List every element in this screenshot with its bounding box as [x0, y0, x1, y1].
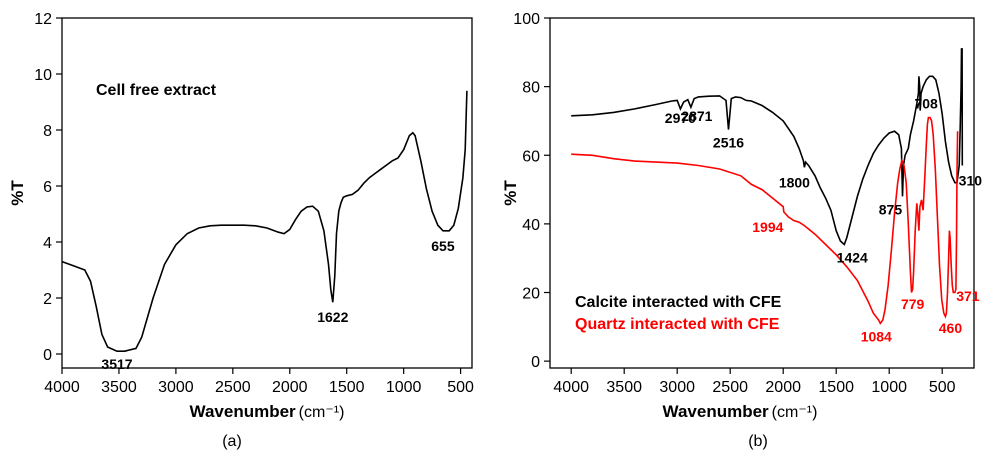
peak-label: 1800	[779, 174, 810, 190]
panel-b-x-axis-label: Wavenumber (cm⁻¹)	[663, 402, 818, 421]
y-tick-label: 8	[43, 123, 52, 140]
x-tick-label: 1500	[818, 379, 854, 396]
x-tick-label: 2500	[215, 379, 251, 396]
x-tick-label: 1000	[871, 379, 907, 396]
peak-label: 371	[956, 288, 980, 304]
y-tick-label: 60	[522, 148, 540, 165]
panel-a-y-axis-label: %T	[8, 180, 27, 206]
peak-label: 1084	[861, 328, 892, 344]
y-tick-label: 80	[522, 80, 540, 97]
panel-b-label: (b)	[748, 433, 768, 450]
y-tick-label: 2	[43, 291, 52, 308]
panel-b-legend-quartz: Quartz interacted with CFE	[575, 316, 780, 333]
peak-label: 460	[939, 320, 963, 336]
peak-label: 2871	[681, 108, 712, 124]
x-tick-label: 2500	[712, 379, 748, 396]
panel-a-legend-text: Cell free extract	[96, 82, 217, 99]
panel-a-label: (a)	[222, 433, 242, 450]
y-tick-label: 0	[531, 354, 540, 371]
y-tick-label: 0	[43, 347, 52, 364]
x-tick-label: 2000	[765, 379, 801, 396]
x-tick-label: 4000	[553, 379, 589, 396]
panel-b-y-axis-label: %T	[501, 180, 520, 206]
x-tick-label: 500	[929, 379, 956, 396]
x-tick-label: 1500	[329, 379, 365, 396]
panel-a-plot-frame	[61, 17, 473, 369]
peak-label: 1424	[837, 249, 868, 265]
y-tick-label: 12	[34, 11, 52, 28]
x-tick-label: 4000	[44, 379, 80, 396]
panel-b-legend-calcite: Calcite interacted with CFE	[575, 294, 782, 311]
x-tick-label: 3500	[101, 379, 137, 396]
panel-b-calcite-line	[571, 48, 964, 246]
x-tick-label: 500	[447, 379, 474, 396]
y-tick-label: 40	[522, 217, 540, 234]
peak-label: 779	[901, 296, 925, 312]
x-tick-label: 3000	[659, 379, 695, 396]
peak-label: 1994	[752, 219, 783, 235]
y-tick-label: 6	[43, 179, 52, 196]
panel-b-plot-frame	[549, 17, 975, 369]
peak-label: 708	[914, 96, 938, 112]
y-tick-label: 4	[43, 235, 52, 252]
peak-label: 655	[431, 238, 455, 254]
panel-b-chart: 0 20 40 60 80 100 4000 3500 3000 2500 2000 1500 100…	[501, 11, 982, 450]
x-tick-label: 3000	[158, 379, 194, 396]
y-tick-label: 20	[522, 286, 540, 303]
panel-b-y-ticks: 0 20 40 60 80 100	[513, 11, 550, 371]
panel-a-x-axis-label: Wavenumber (cm⁻¹)	[190, 402, 345, 421]
panel-a-chart: 0 2 4 6 8 10 12 4000 3500 3000 2500 2000 1500 1000 50…	[8, 11, 474, 450]
peak-label: 310	[959, 173, 983, 189]
y-tick-label: 100	[513, 11, 540, 28]
peak-label: 2970	[665, 110, 696, 126]
peak-label: 3517	[101, 356, 132, 372]
panel-b-quartz-line	[571, 116, 959, 325]
panel-a-annotations: 3517 1622 655	[101, 238, 454, 372]
panel-a-x-ticks: 4000 3500 3000 2500 2000 1500 1000 500	[44, 368, 474, 396]
panel-a-y-ticks: 0 2 4 6 8 10 12	[34, 11, 62, 364]
peak-label: 1622	[317, 309, 348, 325]
x-tick-label: 2000	[272, 379, 308, 396]
peak-label: 2516	[713, 135, 744, 151]
panel-a-series-line	[61, 90, 468, 352]
y-tick-label: 10	[34, 67, 52, 84]
x-tick-label: 1000	[386, 379, 422, 396]
x-tick-label: 3500	[606, 379, 642, 396]
peak-label: 875	[879, 201, 903, 217]
panel-b-x-ticks: 4000 3500 3000 2500 2000 1500 1000 500	[553, 368, 956, 396]
